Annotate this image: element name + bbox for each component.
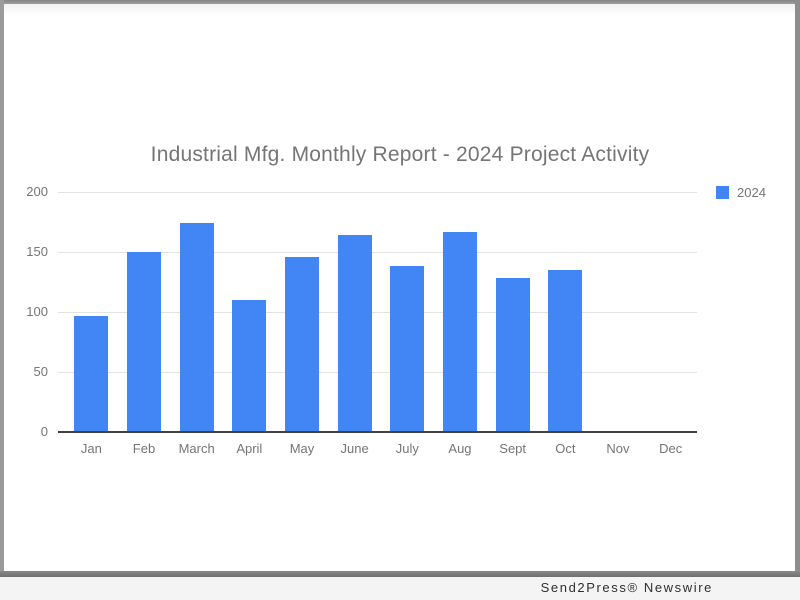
card-top-shade [4, 4, 795, 16]
frame-left-border [0, 0, 4, 571]
newswire-credit: Send2Press® Newswire [540, 580, 713, 595]
legend-swatch-icon [716, 186, 729, 199]
x-tick-april: April [236, 441, 263, 456]
x-tick-aug: Aug [448, 441, 472, 456]
y-tick-150: 150 [26, 244, 48, 259]
y-tick-100: 100 [26, 304, 48, 319]
bar-june [337, 235, 372, 432]
x-tick-oct: Oct [555, 441, 576, 456]
x-tick-dec: Dec [659, 441, 683, 456]
bar-march [179, 223, 214, 432]
bar-oct [548, 270, 583, 432]
bar-april [232, 300, 267, 432]
gridline-200 [58, 192, 697, 193]
bar-jan [74, 315, 109, 432]
frame-right-border [795, 0, 800, 571]
x-tick-july: July [395, 441, 419, 456]
card-bottom-edge [0, 571, 800, 577]
bar-aug [443, 231, 477, 432]
x-tick-june: June [340, 441, 369, 456]
y-tick-50: 50 [33, 364, 48, 379]
x-tick-nov: Nov [606, 441, 630, 456]
x-axis-labels: Jan Feb March April May June July Aug Sept Oct Nov… [65, 440, 697, 458]
footer: Send2Press® Newswire [0, 577, 800, 600]
y-tick-200: 200 [26, 184, 48, 199]
y-tick-0: 0 [40, 424, 48, 439]
gridline-150 [58, 252, 697, 253]
gridline-100 [58, 312, 697, 313]
gridline-50 [58, 372, 697, 373]
x-tick-sept: Sept [499, 441, 527, 456]
x-tick-feb: Feb [132, 441, 156, 456]
x-tick-march: March [178, 441, 215, 456]
bar-july [390, 266, 425, 432]
x-tick-jan: Jan [80, 441, 102, 456]
y-axis-labels: 0 50 100 150 200 [0, 184, 50, 439]
plot-area [58, 192, 697, 433]
bar-sept [495, 278, 530, 432]
bar-feb [127, 252, 161, 432]
legend: 2024 [716, 185, 766, 200]
frame-top-border [0, 0, 800, 4]
chart-title: Industrial Mfg. Monthly Report - 2024 Pr… [150, 143, 650, 166]
legend-series-label: 2024 [737, 185, 766, 200]
bars-layer [65, 192, 697, 432]
bar-may [285, 256, 319, 432]
x-tick-may: May [289, 441, 315, 456]
x-axis-line [58, 431, 697, 433]
